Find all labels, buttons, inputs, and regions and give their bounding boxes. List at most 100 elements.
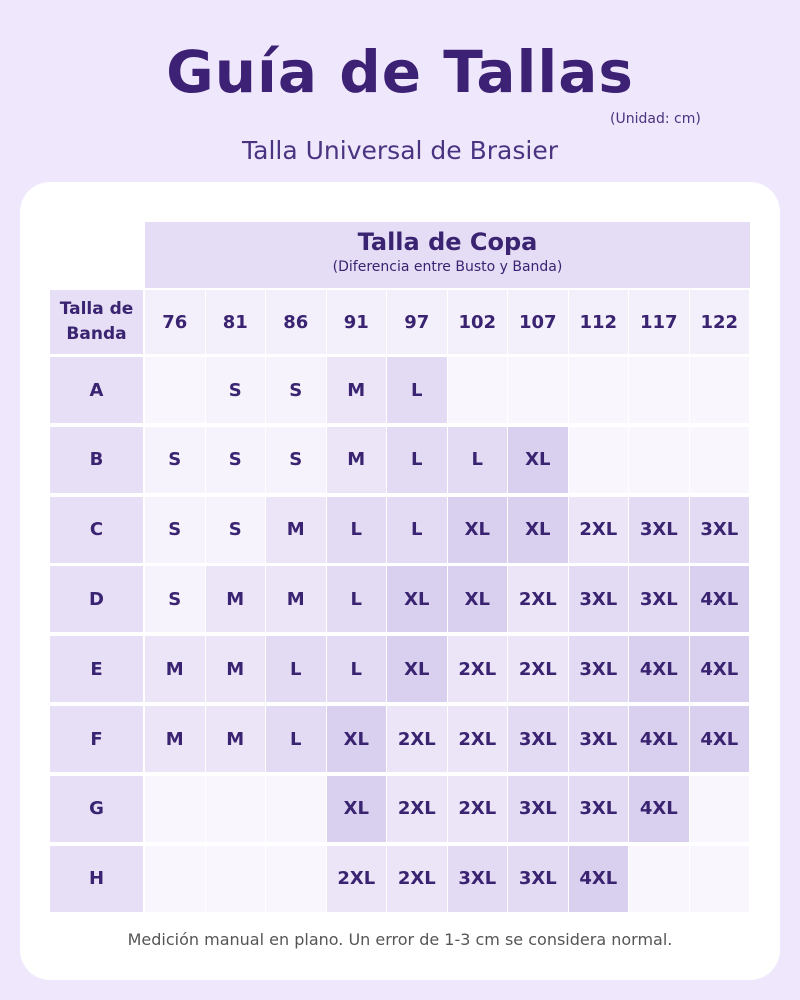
size-cell bbox=[447, 357, 507, 423]
size-cell: 3XL bbox=[508, 845, 568, 912]
size-cell: 4XL bbox=[629, 706, 689, 772]
size-cell: 2XL bbox=[568, 496, 628, 563]
cup-column-header: 81 bbox=[205, 290, 265, 354]
size-cell: S bbox=[266, 426, 326, 493]
size-cell: 2XL bbox=[387, 775, 447, 842]
size-cell bbox=[205, 775, 265, 842]
size-cell: 4XL bbox=[689, 566, 749, 633]
size-cell: 2XL bbox=[447, 706, 507, 772]
cup-column-header: 112 bbox=[568, 290, 628, 354]
size-cell: L bbox=[326, 496, 386, 563]
band-label: E bbox=[50, 636, 143, 703]
size-cell: S bbox=[205, 357, 265, 423]
size-cell bbox=[629, 845, 689, 912]
size-cell: 3XL bbox=[447, 845, 507, 912]
size-cell: 2XL bbox=[387, 706, 447, 772]
size-cell: M bbox=[326, 426, 386, 493]
cup-column-header: 102 bbox=[447, 290, 507, 354]
size-cell: XL bbox=[387, 566, 447, 633]
band-label: H bbox=[50, 845, 143, 912]
size-cell bbox=[689, 426, 749, 493]
band-label: D bbox=[50, 566, 143, 633]
band-label: G bbox=[50, 775, 143, 842]
size-cell: XL bbox=[447, 566, 507, 633]
size-cell bbox=[145, 357, 205, 423]
size-cell: M bbox=[266, 566, 326, 633]
size-cell: S bbox=[145, 496, 205, 563]
cup-column-header: 76 bbox=[145, 290, 205, 354]
cup-column-header: 97 bbox=[387, 290, 447, 354]
size-cell bbox=[629, 426, 689, 493]
size-cell: M bbox=[145, 636, 205, 703]
size-cell: S bbox=[205, 426, 265, 493]
size-cell: 3XL bbox=[568, 636, 628, 703]
cup-column-header: 86 bbox=[266, 290, 326, 354]
size-cell: 2XL bbox=[508, 566, 568, 633]
size-cell: L bbox=[326, 566, 386, 633]
size-cell: M bbox=[145, 706, 205, 772]
size-cell: 3XL bbox=[629, 566, 689, 633]
size-cell: L bbox=[387, 426, 447, 493]
size-cell bbox=[205, 845, 265, 912]
size-cell: 3XL bbox=[568, 775, 628, 842]
band-label: C bbox=[50, 496, 143, 563]
size-cell: 3XL bbox=[629, 496, 689, 563]
band-label: F bbox=[50, 706, 143, 772]
size-cell bbox=[266, 775, 326, 842]
size-cell: 2XL bbox=[326, 845, 386, 912]
size-cell: 4XL bbox=[629, 636, 689, 703]
cup-size-subtitle: (Diferencia entre Busto y Banda) bbox=[332, 259, 563, 275]
page-title: Guía de Tallas bbox=[166, 38, 634, 106]
band-size-header: Talla de Banda bbox=[50, 290, 143, 354]
size-cell: L bbox=[266, 636, 326, 703]
size-cell: L bbox=[387, 357, 447, 423]
page-subtitle: Talla Universal de Brasier bbox=[242, 136, 558, 165]
size-cell: 3XL bbox=[689, 496, 749, 563]
size-cell: L bbox=[326, 636, 386, 703]
size-cell: XL bbox=[326, 775, 386, 842]
size-cell: M bbox=[326, 357, 386, 423]
size-cell: 3XL bbox=[508, 775, 568, 842]
cup-column-header: 107 bbox=[508, 290, 568, 354]
size-cell: 3XL bbox=[568, 566, 628, 633]
size-cell: 3XL bbox=[508, 706, 568, 772]
cup-column-header: 91 bbox=[326, 290, 386, 354]
size-cell: XL bbox=[508, 426, 568, 493]
size-cell bbox=[145, 775, 205, 842]
size-cell bbox=[266, 845, 326, 912]
band-size-header-text: Talla de Banda bbox=[59, 299, 134, 344]
size-cell: L bbox=[387, 496, 447, 563]
size-cell: S bbox=[205, 496, 265, 563]
size-cell: S bbox=[145, 566, 205, 633]
size-cell: M bbox=[266, 496, 326, 563]
cup-column-header: 117 bbox=[629, 290, 689, 354]
size-cell bbox=[689, 357, 749, 423]
size-cell: 4XL bbox=[629, 775, 689, 842]
cup-size-title: Talla de Copa bbox=[357, 228, 538, 256]
size-cell: XL bbox=[447, 496, 507, 563]
size-cell bbox=[568, 426, 628, 493]
size-cell: S bbox=[266, 357, 326, 423]
cup-column-header: 122 bbox=[689, 290, 749, 354]
size-cell: 2XL bbox=[447, 775, 507, 842]
band-label: B bbox=[50, 426, 143, 493]
size-cell bbox=[568, 357, 628, 423]
footer-note: Medición manual en plano. Un error de 1-… bbox=[127, 930, 673, 949]
size-cell bbox=[508, 357, 568, 423]
size-cell: M bbox=[205, 566, 265, 633]
size-cell: L bbox=[447, 426, 507, 493]
size-cell: M bbox=[205, 706, 265, 772]
size-cell: XL bbox=[387, 636, 447, 703]
size-cell bbox=[689, 775, 749, 842]
size-cell: XL bbox=[326, 706, 386, 772]
size-cell: 2XL bbox=[508, 636, 568, 703]
size-cell: L bbox=[266, 706, 326, 772]
size-cell: 4XL bbox=[689, 706, 749, 772]
size-cell: 4XL bbox=[568, 845, 628, 912]
unit-label: (Unidad: cm) bbox=[610, 111, 701, 127]
size-cell: 3XL bbox=[568, 706, 628, 772]
size-cell: 2XL bbox=[447, 636, 507, 703]
size-cell: XL bbox=[508, 496, 568, 563]
size-cell: 4XL bbox=[689, 636, 749, 703]
size-cell: M bbox=[205, 636, 265, 703]
